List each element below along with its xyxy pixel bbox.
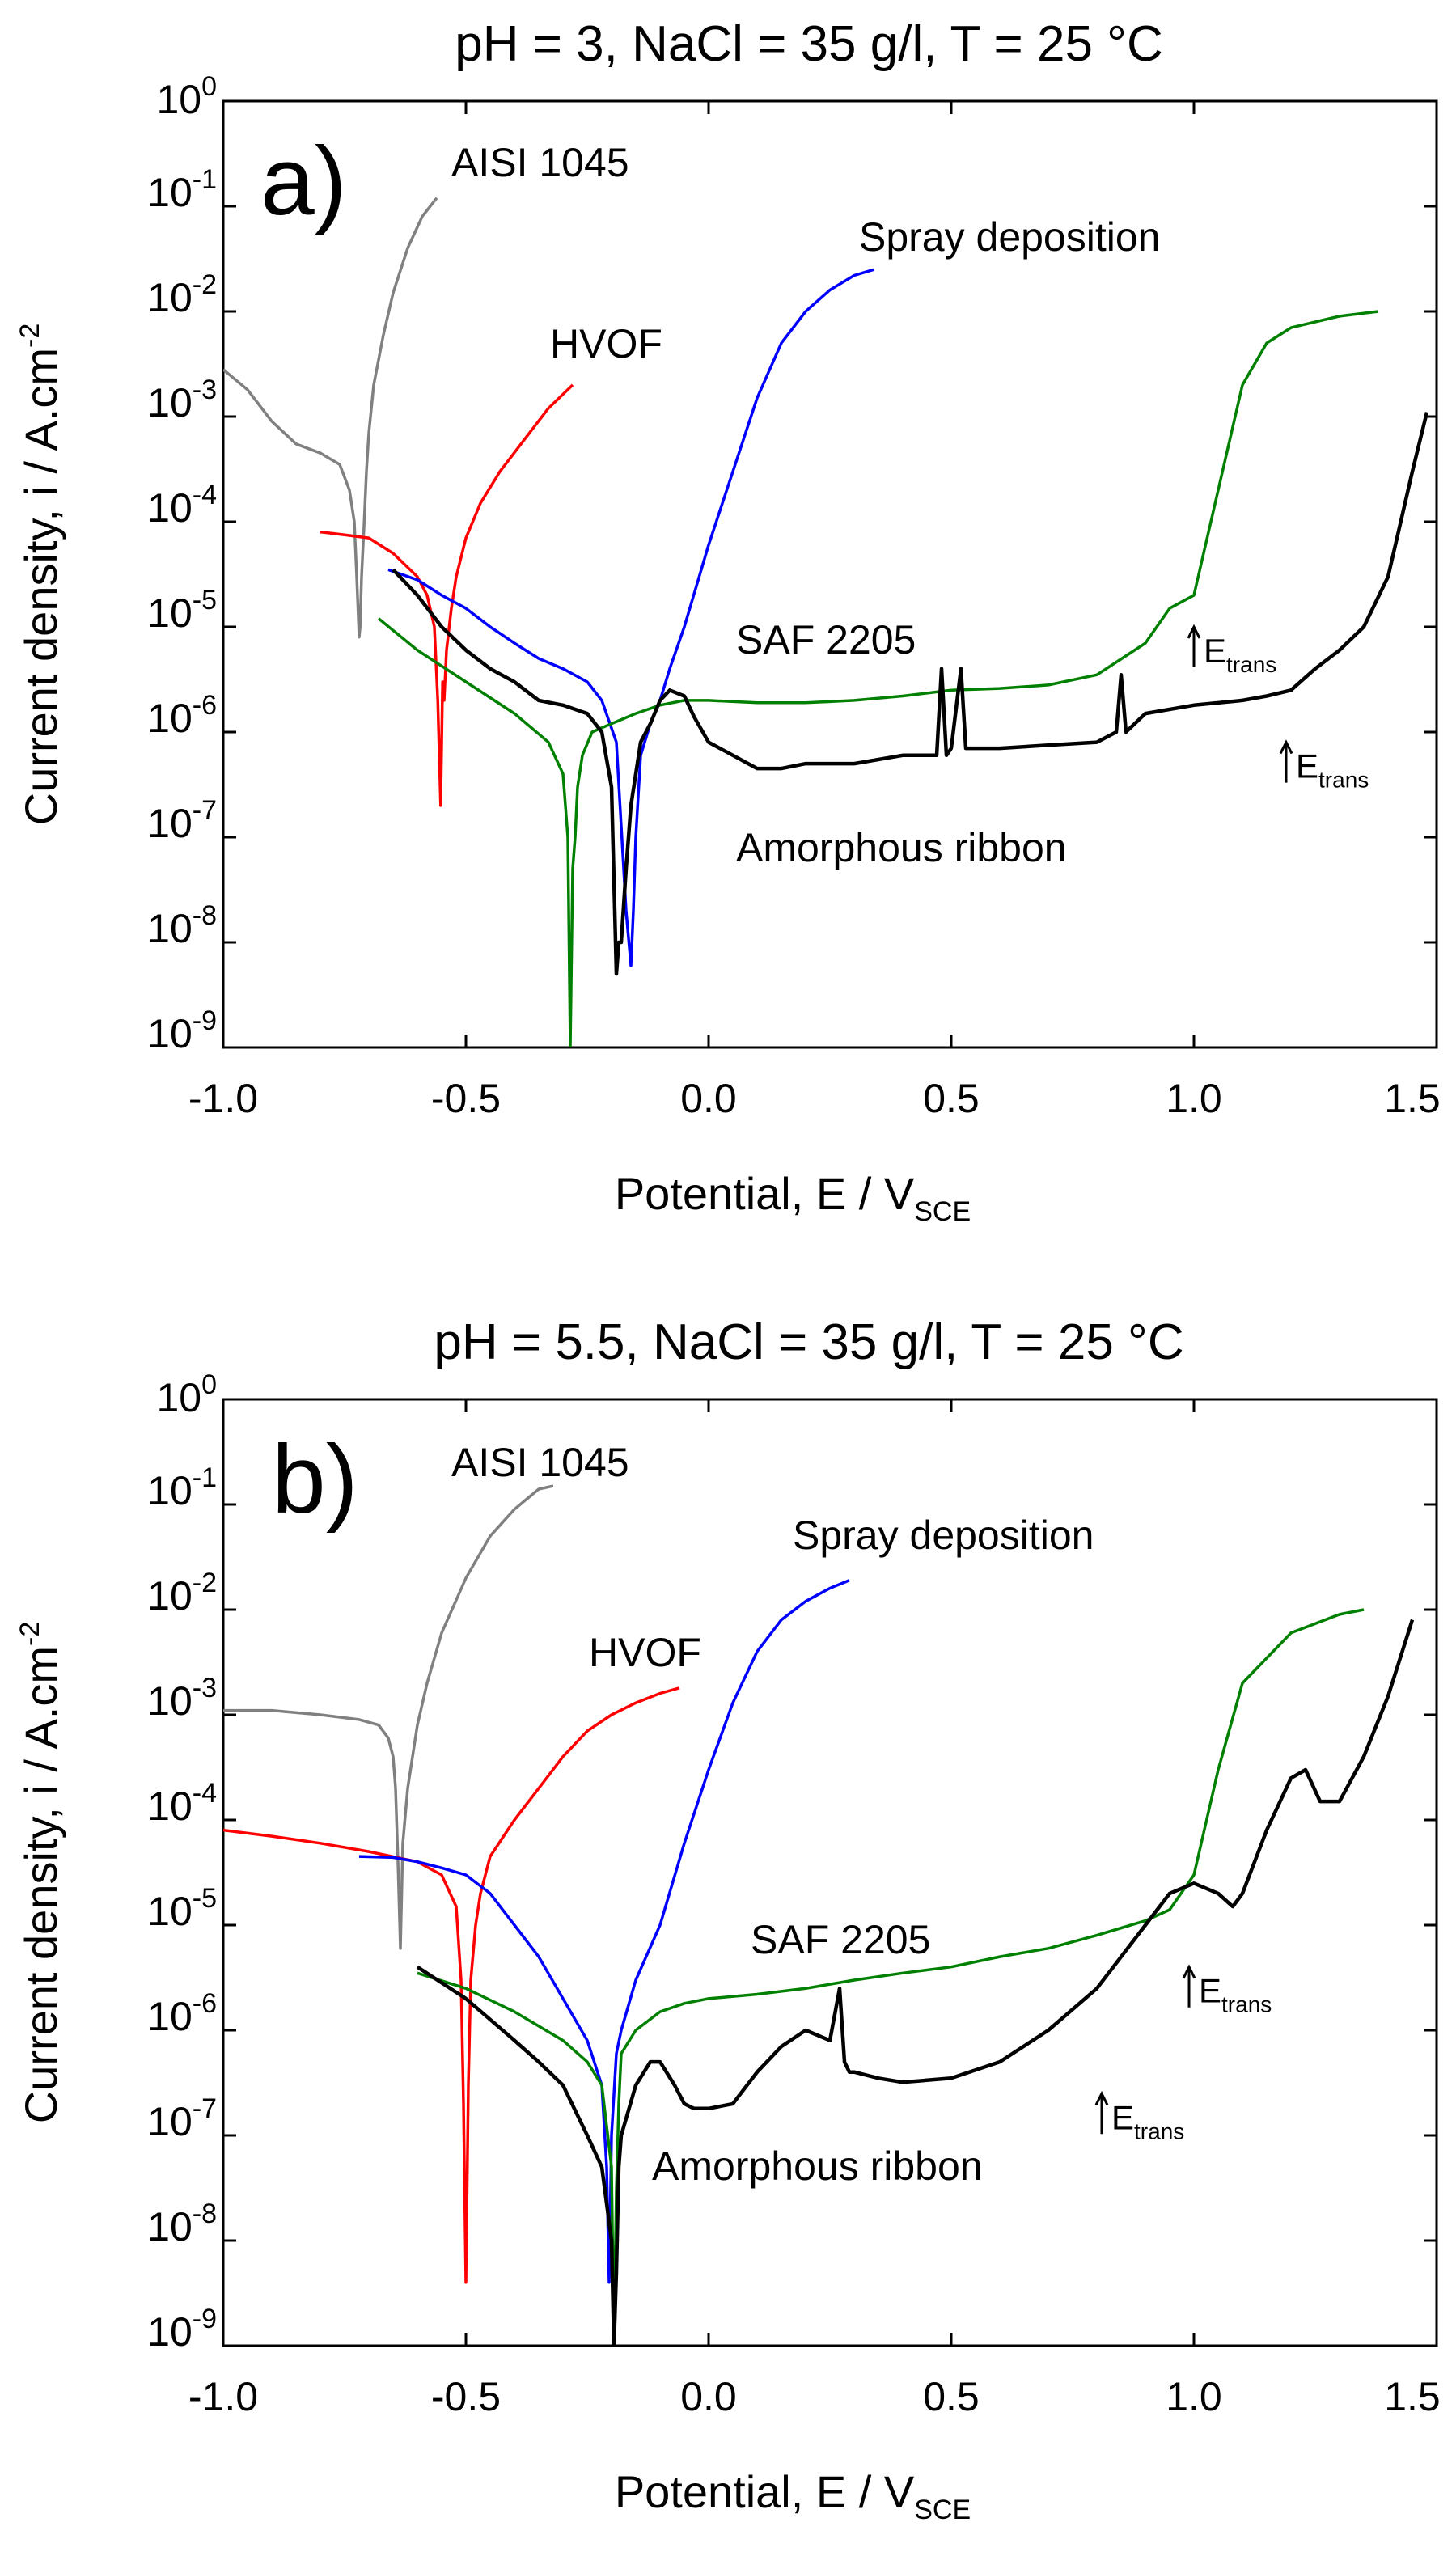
- panel-a-y-ticks: 10-9 10-8 10-7 10-6 10-5 10-4 10-3 10-2 …: [147, 71, 217, 1056]
- panel-a-label-saf-2205: SAF 2205: [736, 617, 916, 662]
- e-trans-label: Etrans: [1111, 2098, 1184, 2143]
- panel-b-label-amorphous-ribbon: Amorphous ribbon: [652, 2143, 983, 2189]
- panel-a-ytick-4: 10-5: [147, 585, 217, 636]
- series-line-saf-2205: [377, 310, 1379, 1047]
- panel-a-xtick-3: 0.5: [923, 1076, 980, 1121]
- panel-a: pH = 3, NaCl = 35 g/l, T = 25 °C a) 10-9…: [15, 16, 1441, 1227]
- panel-b-ytick-8: 10-1: [147, 1462, 217, 1513]
- panel-a-markers: Etrans Etrans: [1187, 624, 1369, 793]
- series-line-aisi-1045: [223, 197, 438, 639]
- series-line-spray-deposition: [387, 268, 874, 967]
- panel-a-letter: a): [260, 127, 347, 235]
- panel-a-ytick-3: 10-6: [147, 690, 217, 741]
- panel-a-x-ticks: -1.0 -0.5 0.0 0.5 1.0 1.5: [188, 1076, 1441, 1121]
- e-trans-label: Etrans: [1296, 747, 1369, 793]
- panel-b-ytick-9: 100: [156, 1369, 217, 1420]
- panel-a-ytick-8: 10-1: [147, 164, 217, 215]
- panel-a-xtick-2: 0.0: [680, 1076, 737, 1121]
- panel-a-ytick-1: 10-8: [147, 900, 217, 951]
- e-trans-label: Etrans: [1199, 1972, 1272, 2017]
- series-line-saf-2205: [417, 1608, 1365, 2346]
- panel-b-x-ticks: -1.0 -0.5 0.0 0.5 1.0 1.5: [188, 2374, 1441, 2419]
- panel-a-label-spray-deposition: Spray deposition: [859, 214, 1160, 260]
- panel-a-xtick-1: -0.5: [431, 1076, 501, 1121]
- panel-a-xtick-0: -1.0: [188, 1076, 258, 1121]
- panel-b-ytick-6: 10-3: [147, 1673, 217, 1724]
- panel-b: pH = 5.5, NaCl = 35 g/l, T = 25 °C b) 10…: [15, 1314, 1441, 2525]
- e-trans-arrow-icon: [1187, 624, 1201, 667]
- panel-a-ytick-6: 10-3: [147, 375, 217, 425]
- panel-b-ytick-7: 10-2: [147, 1568, 217, 1619]
- panel-b-label-hvof: HVOF: [589, 1630, 701, 1675]
- panel-a-title: pH = 3, NaCl = 35 g/l, T = 25 °C: [455, 16, 1162, 72]
- panel-a-ytick-5: 10-4: [147, 480, 217, 531]
- panel-a-plot-frame: [222, 99, 1438, 1049]
- panel-b-y-axis-label: Current density, i / A.cm-2: [15, 1622, 66, 2124]
- panel-b-xtick-4: 1.0: [1166, 2374, 1222, 2419]
- panel-a-label-amorphous-ribbon: Amorphous ribbon: [736, 825, 1067, 870]
- panel-b-annotations: AISI 1045 HVOF Spray deposition SAF 2205…: [451, 1440, 1094, 2189]
- panel-a-x-axis-label: Potential, E / VSCE: [615, 1168, 971, 1227]
- e-trans-arrow-icon: [1279, 739, 1293, 783]
- panel-b-xtick-0: -1.0: [188, 2374, 258, 2419]
- panel-b-xtick-5: 1.5: [1384, 2374, 1441, 2419]
- panel-b-plot-frame: [222, 1398, 1438, 2347]
- panel-a-label-aisi-1045: AISI 1045: [451, 140, 629, 185]
- panel-b-y-ticks: 10-9 10-8 10-7 10-6 10-5 10-4 10-3 10-2 …: [147, 1369, 217, 2355]
- panel-b-ytick-4: 10-5: [147, 1883, 217, 1934]
- panel-b-ytick-0: 10-9: [147, 2304, 217, 2355]
- panel-a-plot-area: [223, 101, 1437, 1047]
- panel-a-y-axis-label: Current density, i / A.cm-2: [15, 324, 66, 826]
- panel-a-ytick-0: 10-9: [147, 1005, 217, 1056]
- series-line-aisi-1045: [223, 1484, 554, 1950]
- panel-b-title: pH = 5.5, NaCl = 35 g/l, T = 25 °C: [434, 1314, 1183, 1370]
- panel-a-ytick-7: 10-2: [147, 269, 217, 320]
- panel-a-xtick-5: 1.5: [1384, 1076, 1441, 1121]
- panel-b-letter: b): [272, 1425, 358, 1534]
- series-line-hvof: [320, 383, 574, 807]
- panel-a-annotations: AISI 1045 HVOF Spray deposition SAF 2205…: [451, 140, 1160, 870]
- panel-b-label-saf-2205: SAF 2205: [751, 1917, 930, 1962]
- panel-b-xtick-3: 0.5: [923, 2374, 980, 2419]
- panel-b-ytick-3: 10-6: [147, 1988, 217, 2039]
- panel-b-ytick-2: 10-7: [147, 2093, 217, 2144]
- panel-b-plot-area: [223, 1399, 1437, 2346]
- e-trans-arrow-icon: [1094, 2090, 1109, 2135]
- panel-b-ytick-5: 10-4: [147, 1778, 217, 1829]
- series-line-amorphous-ribbon: [392, 412, 1429, 976]
- panel-a-xtick-4: 1.0: [1166, 1076, 1222, 1121]
- series-line-spray-deposition: [358, 1579, 850, 2284]
- series-line-amorphous-ribbon: [416, 1619, 1415, 2346]
- panel-b-label-spray-deposition: Spray deposition: [793, 1513, 1094, 1558]
- e-trans-label: Etrans: [1204, 632, 1276, 677]
- panel-b-ytick-1: 10-8: [147, 2198, 217, 2249]
- panel-b-xtick-2: 0.0: [680, 2374, 737, 2419]
- panel-b-label-aisi-1045: AISI 1045: [451, 1440, 629, 1485]
- panel-b-xtick-1: -0.5: [431, 2374, 501, 2419]
- panel-a-label-hvof: HVOF: [550, 321, 662, 366]
- panel-b-x-axis-label: Potential, E / VSCE: [615, 2466, 971, 2525]
- e-trans-arrow-icon: [1182, 1964, 1196, 2008]
- panel-b-markers: Etrans Etrans: [1094, 1964, 1272, 2143]
- panel-a-ytick-9: 100: [156, 71, 217, 122]
- panel-a-ytick-2: 10-7: [147, 795, 217, 846]
